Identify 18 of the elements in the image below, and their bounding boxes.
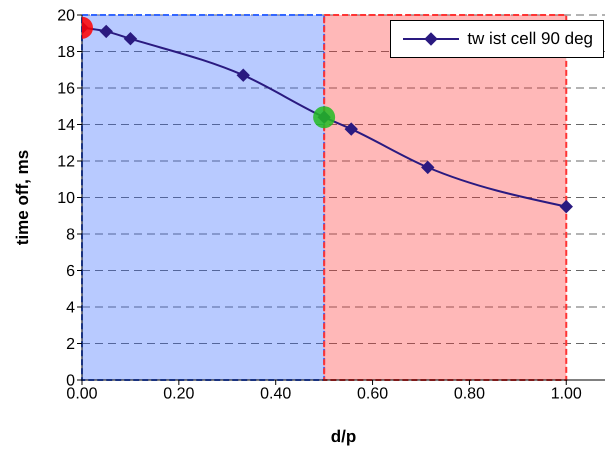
y-tick-label: 20 bbox=[57, 8, 76, 25]
x-tick-label: 0.40 bbox=[260, 385, 292, 402]
x-tick-label: 0.80 bbox=[454, 385, 486, 402]
y-tick-label: 10 bbox=[57, 190, 76, 208]
y-tick-label: 16 bbox=[57, 80, 76, 98]
x-tick-label: 0.60 bbox=[356, 385, 388, 402]
y-axis-title: time off, ms bbox=[13, 150, 32, 246]
x-tick-label: 1.00 bbox=[550, 385, 582, 402]
y-tick-label: 6 bbox=[66, 263, 76, 280]
x-tick-label: 0.20 bbox=[163, 385, 195, 402]
y-tick-label: 2 bbox=[66, 336, 76, 354]
legend-label: tw ist cell 90 deg bbox=[467, 29, 593, 49]
y-tick-label: 4 bbox=[66, 300, 76, 317]
y-tick-label: 12 bbox=[57, 154, 76, 171]
y-tick-label: 18 bbox=[57, 44, 76, 62]
y-tick-label: 14 bbox=[57, 117, 76, 134]
y-tick-label: 8 bbox=[66, 226, 76, 244]
x-axis-title: d/p bbox=[330, 427, 356, 446]
